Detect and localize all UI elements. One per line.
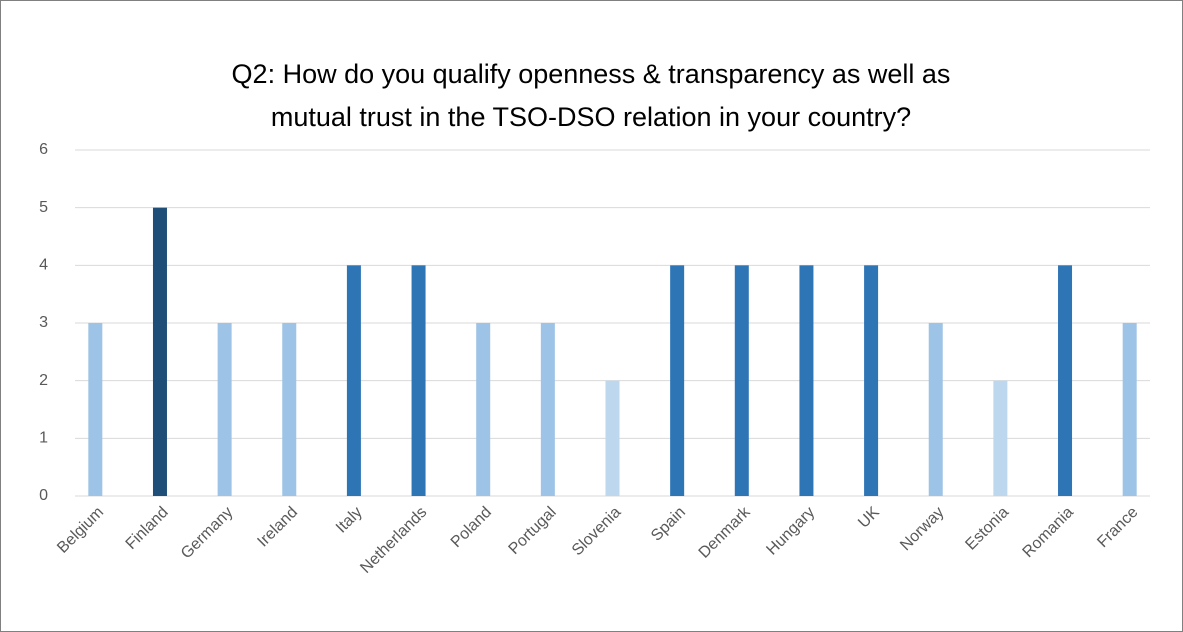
bar	[799, 265, 814, 496]
bar	[88, 323, 103, 496]
bar	[411, 265, 426, 496]
bar	[670, 265, 685, 496]
y-tick-label: 1	[39, 430, 48, 447]
chart-title: mutual trust in the TSO-DSO relation in …	[271, 102, 911, 132]
y-tick-label: 4	[39, 257, 48, 274]
bar	[152, 207, 167, 496]
bar	[928, 323, 943, 496]
bar	[605, 380, 620, 496]
bar	[734, 265, 749, 496]
bar	[282, 323, 297, 496]
bar	[864, 265, 879, 496]
bar	[217, 323, 232, 496]
bar	[1122, 323, 1137, 496]
bar	[993, 380, 1008, 496]
bar	[346, 265, 361, 496]
bar	[540, 323, 555, 496]
y-tick-label: 2	[39, 372, 48, 389]
y-tick-label: 3	[39, 314, 48, 331]
chart-title: Q2: How do you qualify openness & transp…	[232, 59, 951, 89]
bar	[476, 323, 491, 496]
y-tick-label: 5	[39, 199, 48, 216]
y-tick-label: 6	[39, 141, 48, 158]
bar	[1058, 265, 1073, 496]
y-tick-label: 0	[39, 487, 48, 504]
